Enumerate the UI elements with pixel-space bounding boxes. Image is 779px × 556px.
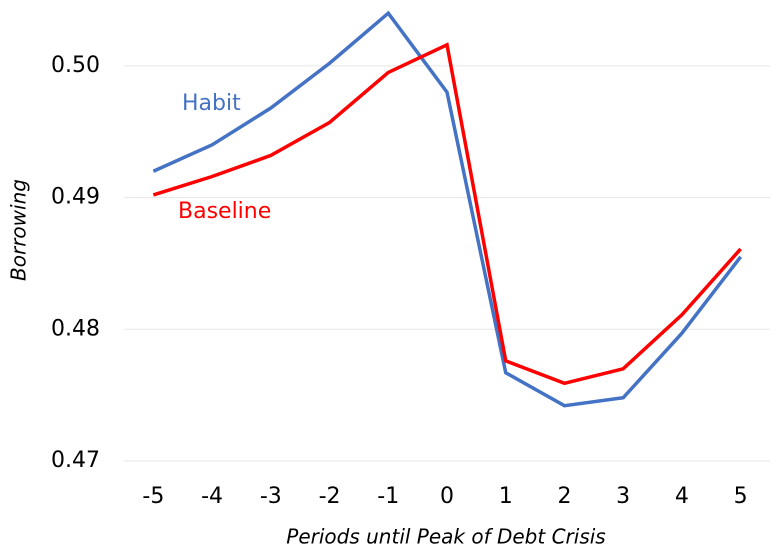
x-tick-label: 1 bbox=[499, 484, 513, 509]
x-tick-label: -1 bbox=[377, 484, 399, 509]
x-tick-label: 5 bbox=[734, 484, 748, 509]
x-tick-label: -2 bbox=[319, 484, 341, 509]
y-tick-label: 0.50 bbox=[51, 53, 100, 78]
y-tick-label: 0.49 bbox=[51, 185, 100, 210]
series-line bbox=[152, 42, 742, 386]
series-label: Habit bbox=[182, 91, 241, 116]
series-line bbox=[152, 10, 743, 408]
y-tick-label: 0.47 bbox=[51, 448, 100, 473]
x-tick-label: 0 bbox=[440, 484, 454, 509]
x-tick-label: 4 bbox=[675, 484, 689, 509]
x-axis-title: Periods until Peak of Debt Crisis bbox=[286, 525, 605, 549]
x-tick-label: -4 bbox=[201, 484, 223, 509]
x-tick-label: -3 bbox=[260, 484, 282, 509]
series-label: Baseline bbox=[178, 199, 271, 224]
x-tick-label: 3 bbox=[616, 484, 630, 509]
x-tick-label: -5 bbox=[142, 484, 164, 509]
y-tick-label: 0.48 bbox=[51, 316, 100, 341]
x-tick-label: 2 bbox=[557, 484, 571, 509]
y-axis-title: Borrowing bbox=[7, 179, 31, 281]
